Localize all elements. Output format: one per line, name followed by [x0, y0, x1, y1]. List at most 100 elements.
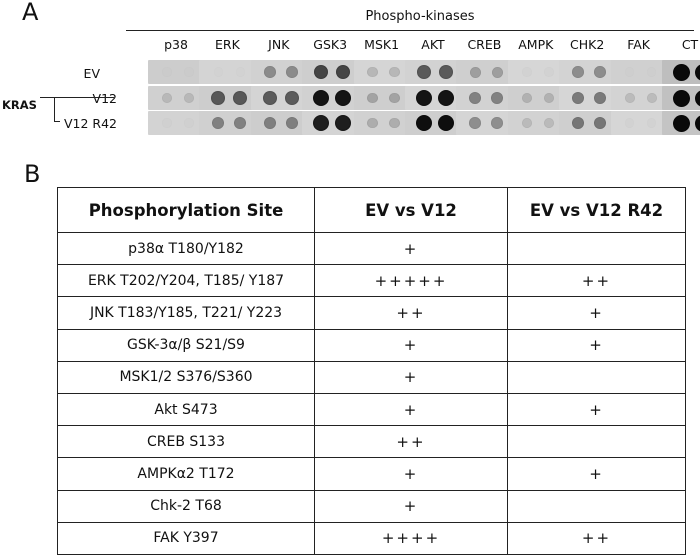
blot-spot [572, 92, 585, 105]
blot-spot [314, 65, 329, 80]
blot-spot [416, 90, 433, 107]
table-row: MSK1/2 S376/S360+ [58, 361, 686, 393]
site-cell: ERK T202/Y204, T185/ Y187 [58, 265, 315, 297]
blot-spot [335, 115, 351, 131]
blot-spot [673, 64, 690, 81]
blot-spot [214, 67, 223, 76]
table-header-row: Phosphorylation Site EV vs V12 EV vs V12… [58, 188, 686, 233]
blot-spot [647, 93, 657, 103]
blot-tile [354, 86, 410, 110]
ev-vs-v12-cell: + [315, 393, 508, 425]
blot-tile [251, 60, 307, 84]
blot-spot [594, 66, 606, 78]
blot-spot [389, 67, 399, 77]
blot-spot [625, 67, 634, 76]
blot-spot [264, 117, 276, 129]
row-label-v12-r42: V12 R42 [17, 116, 117, 131]
blot-tile [508, 86, 564, 110]
site-cell: CREB S133 [58, 426, 315, 458]
site-cell: AMPKα2 T172 [58, 458, 315, 490]
blot-spot [184, 93, 194, 103]
blot-spot [335, 90, 352, 107]
ev-vs-v12-r42-cell [508, 490, 686, 522]
ev-vs-v12-cell: + [315, 490, 508, 522]
blot-spot [162, 118, 171, 127]
blot-tile [559, 111, 615, 135]
kras-bracket-vertical [54, 97, 55, 121]
blot-title-rule [126, 30, 694, 31]
ev-vs-v12-cell: + [315, 233, 508, 265]
ev-vs-v12-cell: + [315, 329, 508, 361]
blot-spot [594, 92, 607, 105]
blot-spot [236, 67, 245, 76]
blot-spot [572, 117, 585, 130]
table-row: Akt S473++ [58, 393, 686, 425]
blot-tile [405, 111, 461, 135]
blot-spot [491, 117, 503, 129]
blot-spot [285, 91, 299, 105]
ev-vs-v12-cell: ++++ [315, 522, 508, 554]
ev-vs-v12-r42-cell: + [508, 329, 686, 361]
blot-tile [405, 86, 461, 110]
table-row: p38α T180/Y182+ [58, 233, 686, 265]
blot-tile [148, 86, 204, 110]
blot-spot [594, 117, 607, 130]
blot-tile [456, 86, 512, 110]
ev-vs-v12-cell: + [315, 458, 508, 490]
blot-spot [367, 118, 377, 128]
blot-spot [367, 93, 378, 104]
table-row: GSK-3α/β S21/S9++ [58, 329, 686, 361]
blot-tile [662, 60, 700, 84]
blot-tile [662, 111, 700, 135]
blot-spot [470, 67, 481, 78]
blot-tile [354, 60, 410, 84]
blot-spot [184, 118, 193, 127]
ev-vs-v12-r42-cell: ++ [508, 522, 686, 554]
panel-b-letter: B [24, 160, 40, 188]
blot-spot [234, 117, 246, 129]
kras-bracket-to-r42 [54, 121, 60, 122]
blot-tile [354, 111, 410, 135]
ev-vs-v12-r42-cell [508, 233, 686, 265]
blot-spot [625, 118, 635, 128]
blot-spot [647, 67, 656, 76]
blot-spot [416, 115, 433, 132]
ev-vs-v12-r42-cell [508, 361, 686, 393]
blot-spot [264, 66, 276, 78]
site-cell: p38α T180/Y182 [58, 233, 315, 265]
blot-spot [212, 117, 224, 129]
blot-tile [508, 60, 564, 84]
blot-spot [286, 117, 298, 129]
blot-spot [162, 67, 171, 76]
blot-tile [148, 60, 204, 84]
table-row: CREB S133++ [58, 426, 686, 458]
site-cell: GSK-3α/β S21/S9 [58, 329, 315, 361]
blot-tile [559, 86, 615, 110]
blot-spot [572, 66, 584, 78]
blot-spot [438, 90, 455, 107]
blot-title: Phospho-kinases [150, 9, 690, 24]
blot-tile [559, 60, 615, 84]
site-cell: MSK1/2 S376/S360 [58, 361, 315, 393]
kras-bracket-to-v12 [54, 97, 114, 98]
table-row: JNK T183/Y185, T221/ Y223+++ [58, 297, 686, 329]
ev-vs-v12-r42-cell: + [508, 458, 686, 490]
blot-spot [389, 93, 400, 104]
blot-tile [199, 111, 255, 135]
kras-bracket-top [40, 97, 54, 98]
blot-spot [625, 93, 635, 103]
blot-tile [302, 60, 358, 84]
blot-spot [438, 115, 455, 132]
blot-spot [313, 90, 330, 107]
blot-spot [544, 118, 554, 128]
site-cell: Chk-2 T68 [58, 490, 315, 522]
blot-spot [522, 93, 532, 103]
blot-spot [544, 67, 554, 77]
blot-spot [544, 93, 554, 103]
blot-tile [456, 60, 512, 84]
blot-tile [662, 86, 700, 110]
blot-spot [336, 65, 351, 80]
header-ev-vs-v12-r42: EV vs V12 R42 [508, 188, 686, 233]
blot-spot [695, 64, 700, 81]
panel-a-letter: A [22, 0, 38, 26]
